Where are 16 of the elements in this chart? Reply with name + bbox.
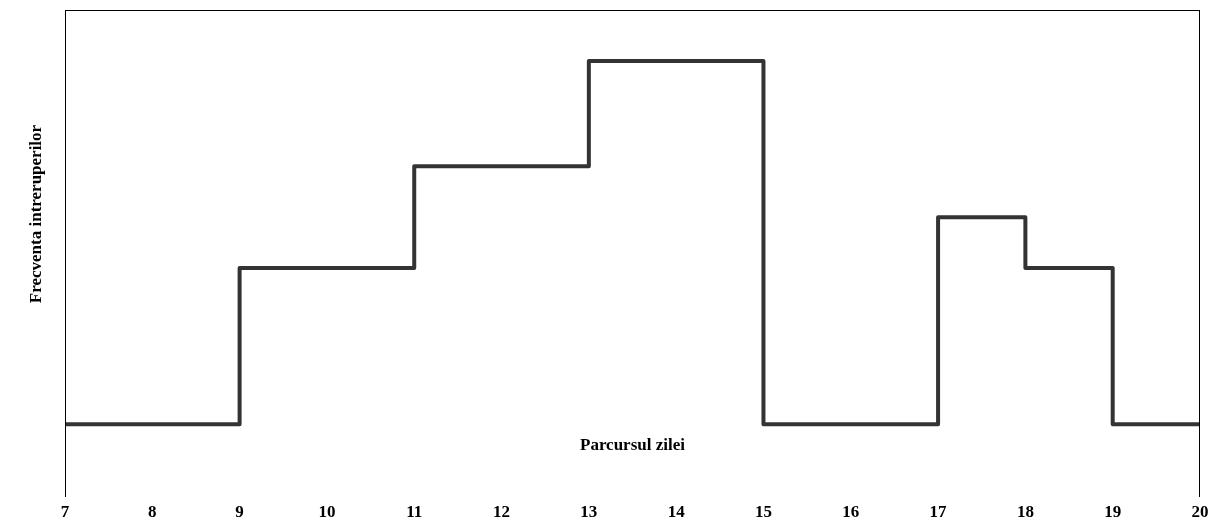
- x-tick-label: 14: [667, 502, 686, 522]
- x-tick-label: 12: [493, 502, 511, 522]
- x-axis-title: Parcursul zilei: [579, 435, 686, 455]
- x-tick-label: 9: [235, 502, 244, 522]
- y-axis-title: Frecventa intreruperilor: [26, 124, 46, 303]
- x-tick-label: 13: [580, 502, 598, 522]
- x-tick-label: 10: [318, 502, 336, 522]
- x-tick-label: 7: [60, 502, 70, 522]
- x-tick-label: 8: [148, 502, 157, 522]
- x-tick-label: 11: [406, 502, 423, 522]
- x-tick-label: 17: [929, 502, 948, 522]
- x-tick-label: 16: [842, 502, 860, 522]
- x-tick-label: 18: [1016, 502, 1034, 522]
- x-tick-label: 15: [754, 502, 772, 522]
- x-tick-label: 20: [1191, 502, 1209, 522]
- x-tick-label: 19: [1104, 502, 1122, 522]
